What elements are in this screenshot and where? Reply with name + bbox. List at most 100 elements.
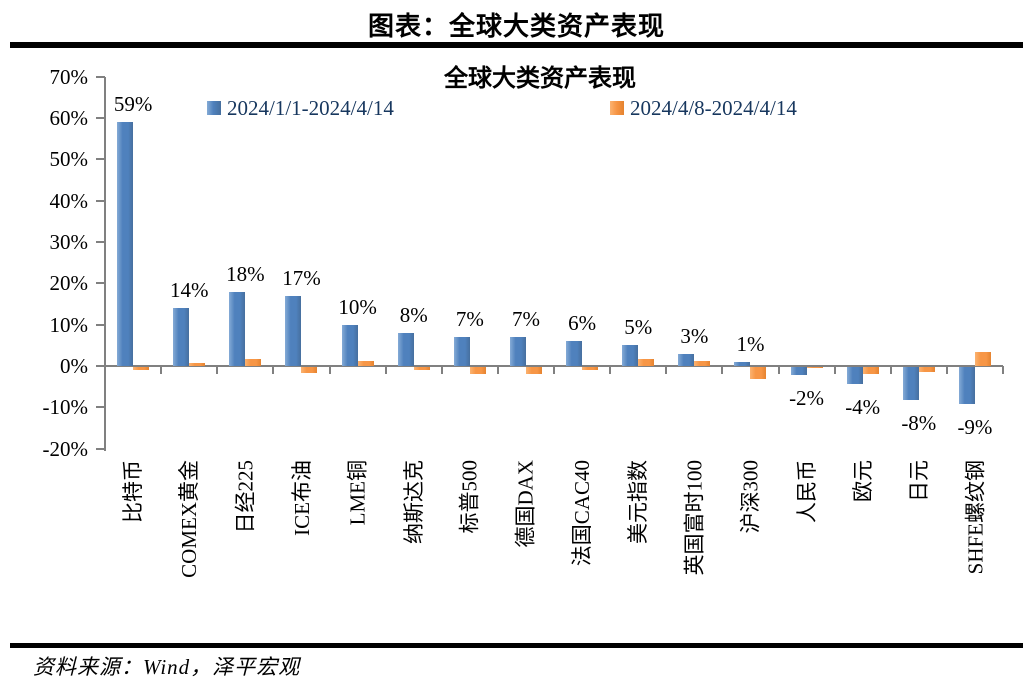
data-label-人民币: -2% — [789, 386, 825, 411]
data-label-LME铜: 10% — [338, 294, 377, 319]
chart-title: 全球大类资产表现 — [444, 66, 636, 92]
y-axis-label: 50% — [49, 147, 89, 172]
y-axis-tick — [96, 199, 105, 202]
bar-series1-法国CAC40 — [566, 341, 583, 366]
legend-label-series2: 2024/4/8-2024/4/14 — [630, 95, 797, 120]
category-label-标普500: 标普500 — [457, 460, 482, 534]
y-axis-tick — [96, 323, 105, 326]
bar-series2-美元指数 — [638, 358, 655, 366]
bar-series2-比特币 — [133, 367, 150, 371]
y-axis-tick — [96, 447, 105, 450]
category-label-德国DAX: 德国DAX — [513, 460, 538, 548]
x-axis-tick — [104, 366, 106, 374]
y-axis-label: 40% — [49, 188, 89, 213]
y-axis-label: 70% — [49, 64, 89, 89]
y-axis-tick — [96, 406, 105, 409]
top-rule — [10, 42, 1023, 48]
bar-series1-日元 — [902, 367, 919, 401]
y-axis-tick — [96, 75, 105, 78]
x-axis-tick — [328, 366, 331, 374]
data-label-德国DAX: 7% — [511, 307, 540, 332]
category-label-英国富时100: 英国富时100 — [682, 460, 707, 576]
category-label-纳斯达克: 纳斯达克 — [401, 460, 426, 544]
bar-series2-欧元 — [862, 367, 879, 375]
category-label-日经225: 日经225 — [233, 460, 258, 534]
category-label-欧元: 欧元 — [850, 460, 875, 502]
category-label-法国CAC40: 法国CAC40 — [570, 460, 595, 567]
bar-series1-日经225 — [229, 291, 246, 366]
y-axis-label: 0% — [60, 354, 88, 378]
page-title: 图表：全球大类资产表现 — [367, 12, 665, 41]
bar-series1-比特币 — [117, 122, 134, 366]
category-label-比特币: 比特币 — [121, 460, 146, 523]
x-axis-tick — [721, 366, 724, 374]
bar-series1-COMEX黄金 — [173, 308, 190, 366]
x-axis-tick — [889, 366, 892, 374]
x-axis-tick — [553, 366, 555, 374]
bar-series2-纳斯达克 — [413, 367, 430, 371]
y-axis-tick — [96, 117, 105, 119]
x-axis-tick — [496, 366, 499, 374]
bar-series2-英国富时100 — [694, 360, 711, 366]
bar-series2-日元 — [918, 367, 935, 372]
y-axis-label: 30% — [49, 230, 89, 254]
bar-series2-法国CAC40 — [582, 367, 599, 371]
category-label-沪深300: 沪深300 — [738, 460, 763, 534]
category-label-COMEX黄金: COMEX黄金 — [177, 460, 202, 578]
bar-series2-日经225 — [245, 359, 262, 366]
x-axis-tick — [945, 366, 948, 374]
category-label-ICE布油: ICE布油 — [289, 460, 314, 536]
data-label-ICE布油: 17% — [282, 265, 321, 290]
bar-series2-人民币 — [806, 367, 823, 368]
category-label-美元指数: 美元指数 — [626, 460, 651, 544]
y-axis-tick — [96, 158, 105, 161]
data-label-标普500: 7% — [455, 307, 484, 332]
x-axis-tick — [609, 366, 612, 374]
data-label-欧元: -4% — [845, 394, 881, 419]
y-axis-label: 60% — [49, 106, 89, 130]
x-axis-tick — [777, 366, 780, 374]
x-axis-tick — [665, 366, 668, 374]
data-label-日经225: 18% — [226, 261, 265, 286]
x-axis-tick — [160, 366, 163, 374]
y-axis-line — [104, 76, 106, 451]
y-axis-label: -10% — [42, 395, 89, 420]
bar-series1-纳斯达克 — [397, 332, 414, 366]
data-label-纳斯达克: 8% — [399, 302, 428, 327]
bottom-rule — [10, 643, 1023, 648]
source-note: 资料来源：Wind，泽平宏观 — [33, 655, 301, 679]
x-axis-tick — [1002, 366, 1004, 374]
data-label-日元: -8% — [901, 411, 937, 436]
bar-series2-LME铜 — [357, 360, 374, 366]
legend-label-series1: 2024/1/1-2024/4/14 — [227, 95, 394, 120]
legend-swatch-orange-icon — [610, 101, 624, 115]
x-axis-tick — [216, 366, 219, 374]
bar-series2-德国DAX — [525, 367, 542, 374]
bar-series1-人民币 — [790, 367, 807, 376]
data-label-美元指数: 5% — [624, 315, 653, 340]
bar-series1-LME铜 — [341, 324, 358, 366]
data-label-COMEX黄金: 14% — [169, 278, 209, 303]
bar-series2-SHFE螺纹钢 — [974, 351, 991, 366]
y-axis-tick — [96, 282, 105, 285]
bar-series2-ICE布油 — [301, 367, 318, 374]
category-label-SHFE螺纹钢: SHFE螺纹钢 — [962, 460, 987, 575]
x-axis-tick — [440, 366, 443, 374]
data-label-沪深300: 1% — [736, 331, 765, 356]
bar-series2-标普500 — [469, 367, 486, 375]
bar-series1-德国DAX — [509, 337, 526, 366]
y-axis-label: 10% — [49, 312, 89, 337]
legend-item-series2: 2024/4/8-2024/4/14 — [610, 96, 797, 120]
bar-series1-英国富时100 — [678, 353, 695, 366]
x-axis-tick — [833, 366, 836, 374]
legend-item-series1: 2024/1/1-2024/4/14 — [207, 96, 394, 120]
bar-series1-欧元 — [846, 367, 863, 384]
data-label-法国CAC40: 6% — [568, 311, 597, 336]
data-label-英国富时100: 3% — [680, 323, 709, 348]
bar-series2-沪深300 — [750, 367, 767, 379]
x-axis-tick — [384, 366, 387, 374]
category-label-人民币: 人民币 — [794, 460, 819, 523]
category-label-LME铜: LME铜 — [345, 460, 370, 526]
bar-series1-SHFE螺纹钢 — [958, 367, 975, 405]
